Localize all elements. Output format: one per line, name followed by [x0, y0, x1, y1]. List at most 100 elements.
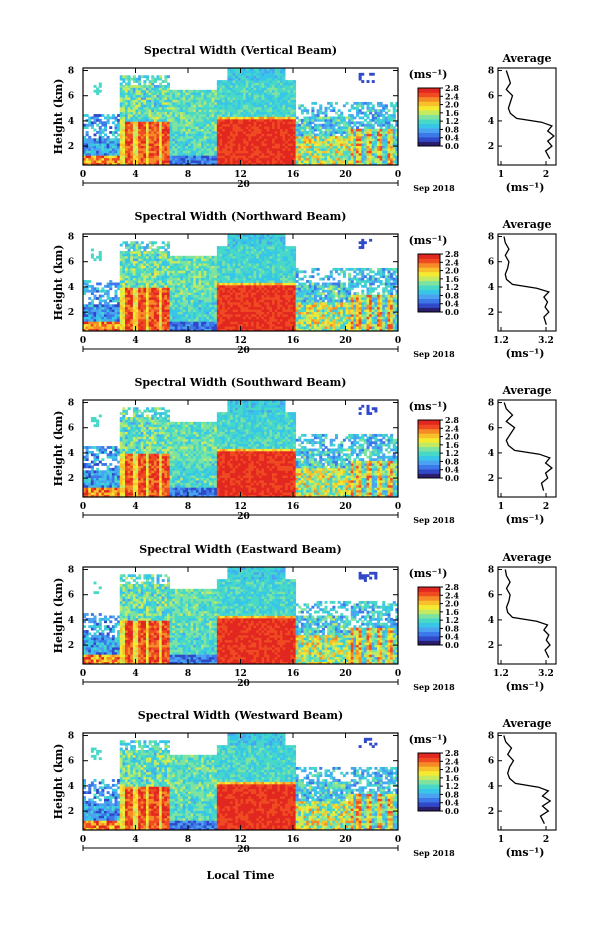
heatmap-cell	[367, 109, 370, 112]
heatmap-cell	[170, 107, 173, 110]
heatmap-cell	[88, 138, 91, 141]
heatmap-cell	[322, 124, 325, 127]
heatmap-cell	[233, 70, 236, 73]
colorbar-swatch	[418, 97, 440, 102]
heatmap-cell	[301, 143, 304, 146]
heatmap-cell	[115, 155, 118, 158]
heatmap-cell	[193, 138, 196, 141]
heatmap-cell	[269, 119, 272, 122]
heatmap-cell	[151, 124, 154, 127]
heatmap-cell	[251, 150, 254, 153]
heatmap-cell	[86, 326, 89, 329]
heatmap-cell	[157, 95, 160, 98]
heatmap-cell	[133, 150, 136, 153]
heatmap-cell	[259, 155, 262, 158]
heatmap-cell	[146, 109, 149, 112]
heatmap-cell	[96, 124, 99, 127]
heatmap-cell	[288, 129, 291, 132]
heatmap-cell	[180, 126, 183, 129]
heatmap-cell	[367, 121, 370, 124]
heatmap-cell	[277, 117, 280, 120]
heatmap-cell	[280, 78, 283, 81]
heatmap-cell	[259, 73, 262, 76]
heatmap-cell	[269, 136, 272, 139]
heatmap-cell	[109, 146, 112, 149]
heatmap-cell	[120, 104, 123, 107]
heatmap-cell	[293, 97, 296, 100]
heatmap-cell	[380, 155, 383, 158]
heatmap-cell	[385, 160, 388, 163]
heatmap-cell	[243, 126, 246, 129]
heatmap-cell	[275, 107, 278, 110]
heatmap-cell	[96, 148, 99, 151]
heatmap-cell	[248, 131, 251, 134]
heatmap-cell	[238, 80, 241, 83]
heatmap-cell	[301, 153, 304, 156]
heatmap-cell	[183, 119, 186, 122]
heatmap-cell	[164, 148, 167, 151]
heatmap-cell	[164, 158, 167, 161]
heatmap-cell	[285, 150, 288, 153]
heatmap-cell	[91, 292, 94, 295]
heatmap-cell	[364, 143, 367, 146]
heatmap-cell	[367, 148, 370, 151]
heatmap-cell	[269, 158, 272, 161]
heatmap-cell	[136, 138, 139, 141]
heatmap-cell	[167, 90, 170, 93]
heatmap-cell	[304, 129, 307, 132]
heatmap-cell	[288, 80, 291, 83]
heatmap-cell	[141, 85, 144, 88]
heatmap-cell	[356, 153, 359, 156]
heatmap-cell	[220, 148, 223, 151]
heatmap-cell	[325, 126, 328, 129]
heatmap-cell	[280, 129, 283, 132]
heatmap-cell	[138, 155, 141, 158]
heatmap-cell	[293, 138, 296, 141]
heatmap-cell	[104, 148, 107, 151]
heatmap-cell	[146, 75, 149, 78]
heatmap-cell	[319, 136, 322, 139]
heatmap-cell	[230, 73, 233, 76]
heatmap-cell	[141, 117, 144, 120]
heatmap-cell	[356, 104, 359, 107]
heatmap-cell	[133, 114, 136, 117]
heatmap-cell	[141, 107, 144, 110]
heatmap-cell	[164, 114, 167, 117]
heatmap-cell	[335, 124, 338, 127]
heatmap-cell	[338, 109, 341, 112]
heatmap-cell	[204, 136, 207, 139]
heatmap-cell	[204, 148, 207, 151]
heatmap-cell	[285, 146, 288, 149]
heatmap-cell	[94, 324, 97, 327]
heatmap-cell	[107, 148, 110, 151]
heatmap-cell	[248, 160, 251, 163]
heatmap-cell	[125, 138, 128, 141]
heatmap-cell	[377, 136, 380, 139]
heatmap-cell	[317, 119, 320, 122]
heatmap-cell	[319, 141, 322, 144]
heatmap-cell	[348, 158, 351, 161]
heatmap-cell	[136, 80, 139, 83]
heatmap-cell	[332, 119, 335, 122]
heatmap-cell	[214, 138, 217, 141]
heatmap-cell	[377, 114, 380, 117]
heatmap-cell	[264, 146, 267, 149]
panel-1: Spectral Width (Northward Beam)2468Heigh…	[52, 210, 556, 360]
heatmap-cell	[361, 131, 364, 134]
heatmap-cell	[96, 160, 99, 163]
heatmap-cell	[199, 136, 202, 139]
heatmap-cell	[338, 141, 341, 144]
heatmap-cell	[259, 104, 262, 107]
heatmap-cell	[227, 95, 230, 98]
heatmap-cell	[225, 148, 228, 151]
heatmap-cell	[306, 126, 309, 129]
heatmap-cell	[264, 155, 267, 158]
heatmap-cell	[264, 70, 267, 73]
heatmap-cell	[380, 121, 383, 124]
heatmap-cell	[325, 112, 328, 115]
heatmap-cell	[222, 109, 225, 112]
heatmap-cell	[212, 104, 215, 107]
heatmap-cell	[138, 97, 141, 100]
heatmap-cell	[91, 319, 94, 322]
heatmap-cell	[188, 133, 191, 136]
